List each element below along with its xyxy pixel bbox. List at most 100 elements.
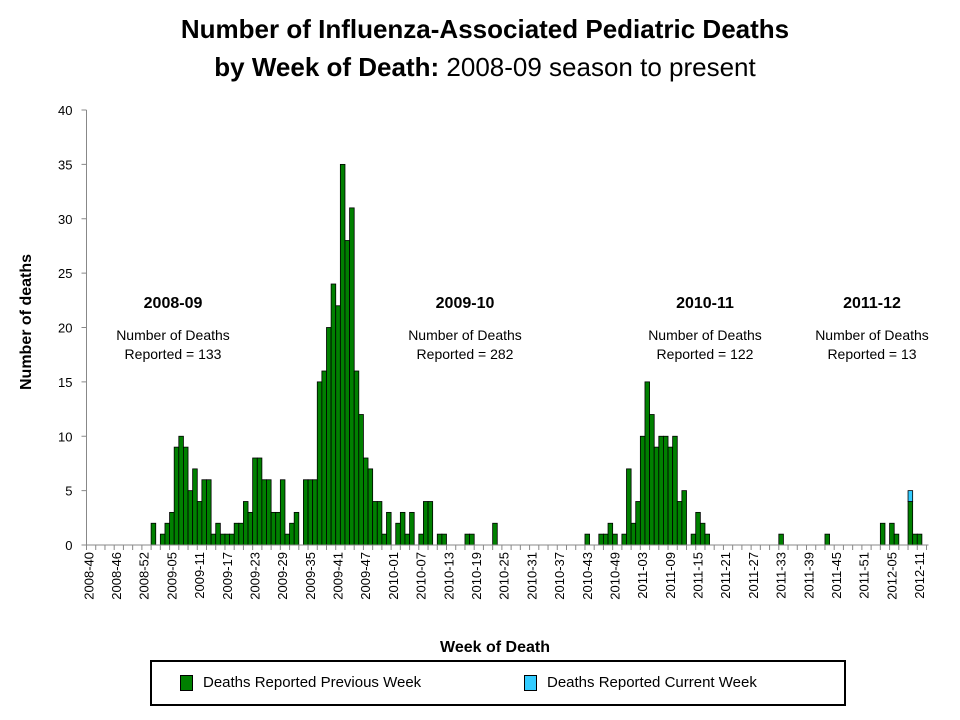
legend-swatch-previous-week [180, 674, 193, 691]
y-tick-label: 25 [58, 266, 72, 281]
x-tick-label: 2009-17 [220, 552, 235, 600]
bar-current-week [907, 490, 914, 502]
bar-previous-week [289, 522, 295, 546]
bar-previous-week [639, 435, 646, 546]
season-label: 2010-11 [676, 295, 734, 312]
bar-previous-week [704, 533, 710, 546]
legend-item-current-week: Deaths Reported Current Week [524, 674, 757, 691]
bar-previous-week [284, 533, 290, 546]
x-tick-label: 2009-05 [164, 552, 179, 600]
x-tick-label: 2011-33 [774, 552, 789, 599]
bar-previous-week [395, 522, 401, 546]
bar-previous-week [303, 479, 309, 546]
x-tick-label: 2009-29 [275, 552, 290, 600]
legend-item-previous-week: Deaths Reported Previous Week [180, 674, 421, 691]
bar-previous-week [893, 533, 900, 546]
bar-previous-week [201, 479, 207, 546]
bar-previous-week [644, 381, 650, 546]
bar-previous-week [635, 501, 641, 546]
bar-previous-week [169, 511, 175, 546]
bar-previous-week [603, 533, 609, 546]
bar-previous-week [275, 511, 281, 546]
bar-previous-week [464, 533, 470, 546]
bar-previous-week [243, 501, 249, 546]
bar-previous-week [206, 479, 212, 546]
x-tick-label: 2011-39 [801, 552, 816, 599]
bar-previous-week [376, 501, 383, 546]
bar-previous-week [404, 533, 410, 546]
bar-previous-week [598, 533, 604, 546]
bar-previous-week [916, 533, 923, 546]
bar-previous-week [173, 446, 180, 546]
bar-previous-week [436, 533, 443, 546]
bar-previous-week [150, 522, 157, 546]
bar-previous-week [326, 327, 332, 546]
legend-label-previous-week: Deaths Reported Previous Week [203, 674, 422, 691]
y-axis-title: Number of deaths [18, 254, 35, 390]
x-tick-label: 2010-43 [580, 552, 595, 600]
bar-previous-week [649, 414, 655, 546]
chart-title-line2: by Week of Death: 2008-09 season to pres… [0, 52, 960, 83]
x-tick-label: 2011-21 [718, 552, 733, 599]
bar-previous-week [307, 479, 314, 546]
x-tick-label: 2008-46 [109, 552, 124, 600]
season-label: 2011-12 [843, 295, 901, 312]
x-tick-label: 2010-37 [552, 552, 567, 600]
season-deaths-label: Number of Deaths [408, 327, 522, 343]
x-tick-label: 2009-11 [192, 552, 207, 599]
bar-previous-week [367, 468, 374, 546]
bar-previous-week [381, 533, 387, 546]
x-tick-label: 2009-41 [331, 552, 346, 600]
season-deaths-count: Reported = 122 [657, 346, 754, 362]
bar-previous-week [626, 468, 632, 546]
bar-previous-week [344, 240, 350, 546]
legend-swatch-current-week [524, 674, 537, 691]
y-tick-label: 15 [58, 375, 72, 390]
bar-previous-week [349, 207, 355, 546]
bar-previous-week [238, 522, 244, 546]
x-tick-label: 2009-47 [358, 552, 373, 600]
bar-previous-week [690, 533, 697, 546]
y-tick-label: 20 [58, 321, 72, 336]
bar-previous-week [293, 511, 300, 546]
bar-previous-week [233, 522, 240, 546]
x-tick-label: 2010-13 [441, 552, 456, 600]
x-tick-label: 2011-09 [663, 552, 678, 599]
bar-previous-week [667, 446, 674, 546]
bar-previous-week [676, 501, 683, 546]
x-tick-label: 2009-35 [303, 552, 318, 600]
bar-previous-week [247, 511, 254, 546]
season-deaths-count: Reported = 282 [417, 346, 514, 362]
x-tick-label: 2010-19 [469, 552, 484, 600]
bar-previous-week [210, 533, 217, 546]
x-tick-label: 2010-31 [524, 552, 539, 600]
legend-label-current-week: Deaths Reported Current Week [547, 674, 757, 691]
x-tick-label: 2008-52 [137, 552, 152, 600]
bar-previous-week [681, 490, 687, 546]
bar-previous-week [621, 533, 627, 546]
y-tick-label: 30 [58, 212, 72, 227]
bar-previous-week [178, 435, 184, 546]
bar-previous-week [653, 446, 660, 546]
bar-previous-week [164, 522, 170, 546]
season-deaths-count: Reported = 13 [827, 346, 916, 362]
bar-previous-week [312, 479, 318, 546]
bar-previous-week [409, 511, 415, 546]
bar-previous-week [279, 479, 286, 546]
bar-previous-week [363, 457, 369, 546]
bar-previous-week [187, 490, 194, 546]
bar-previous-week [469, 533, 475, 546]
bar-previous-week [423, 501, 429, 546]
bar-previous-week [699, 522, 706, 546]
bar-previous-week [196, 501, 203, 546]
season-deaths-label: Number of Deaths [648, 327, 762, 343]
bar-previous-week [159, 533, 166, 546]
x-tick-label: 2012-11 [912, 552, 927, 599]
y-tick-label: 0 [65, 538, 72, 553]
x-tick-label: 2011-27 [746, 552, 761, 599]
bar-previous-week [266, 479, 272, 546]
x-tick-label: 2011-45 [829, 552, 844, 599]
legend: Deaths Reported Previous Week Deaths Rep… [150, 660, 846, 706]
bar-previous-week [492, 522, 498, 546]
